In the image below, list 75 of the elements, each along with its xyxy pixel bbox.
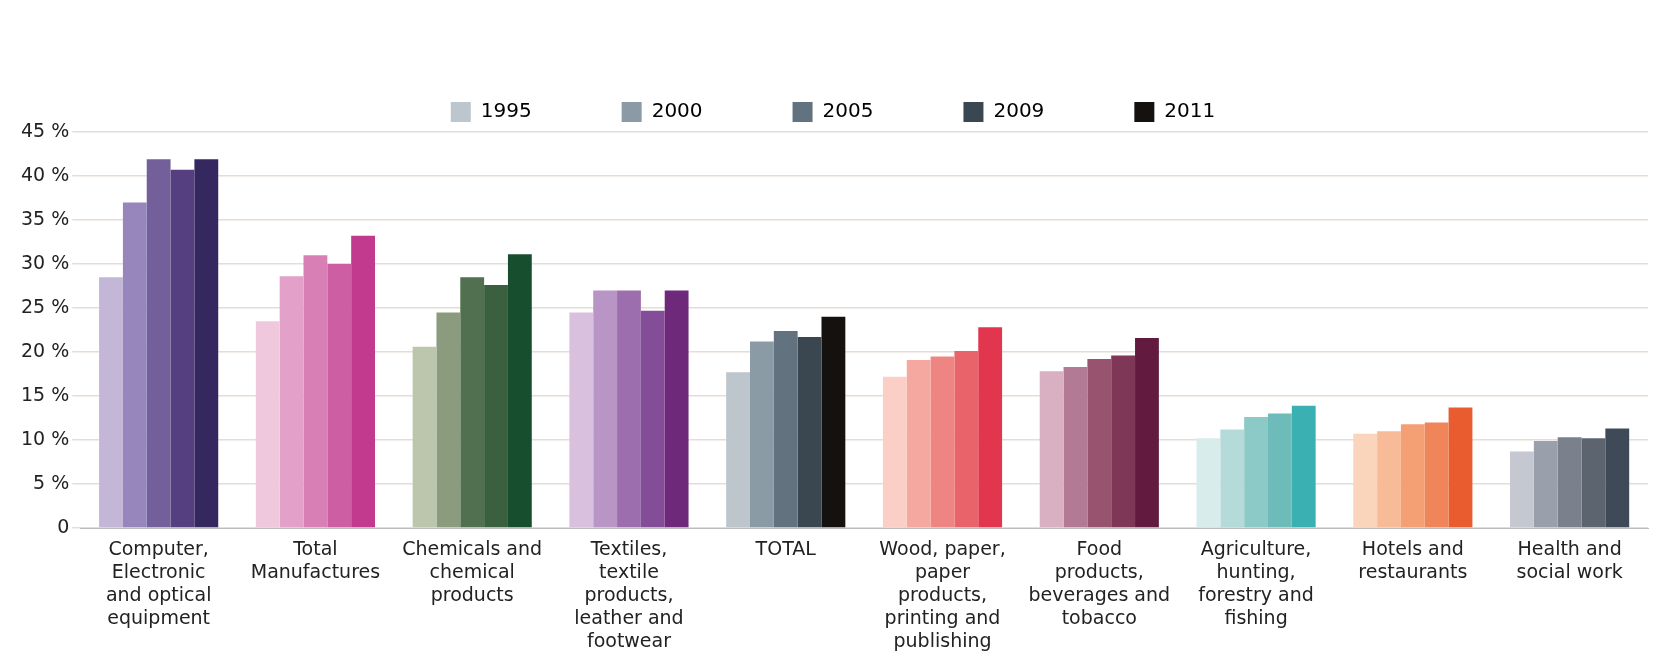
y-tick-label: 15 % (20, 382, 70, 405)
bar (436, 312, 461, 528)
x-tick-label: Food products, beverages and tobacco (1028, 537, 1171, 628)
bar (507, 254, 532, 528)
bar (99, 277, 123, 528)
bar (664, 290, 689, 528)
x-tick-label: Health and social work (1516, 537, 1623, 583)
y-tick-label: 10 % (20, 426, 70, 449)
y-tick-label: 40 % (20, 162, 70, 185)
bar (821, 316, 846, 528)
y-tick-label: 5 % (33, 470, 70, 493)
bar (773, 330, 798, 528)
bar (255, 321, 280, 528)
bar (797, 337, 822, 528)
x-tick-label: Hotels and restaurants (1358, 537, 1468, 583)
bar (1377, 431, 1401, 528)
bar (617, 290, 641, 528)
bar (279, 276, 304, 528)
bar (1291, 405, 1316, 528)
bar (1605, 428, 1630, 528)
legend-label: 2009 (993, 98, 1045, 123)
bar (1400, 424, 1425, 528)
bar (906, 359, 931, 528)
y-tick-label: 45 % (20, 118, 70, 141)
bar (1039, 371, 1064, 528)
bar (412, 346, 437, 528)
bar (930, 356, 955, 528)
y-tick-label: 35 % (20, 206, 70, 229)
y-tick-label: 20 % (20, 338, 70, 361)
bar (1533, 440, 1558, 528)
bar (1135, 337, 1159, 528)
bar (194, 159, 219, 528)
bar (726, 372, 750, 528)
bar (978, 327, 1003, 528)
x-tick-label: Textiles, textile products, leather and footwear (574, 537, 684, 651)
bar (569, 312, 594, 528)
bar (1111, 355, 1136, 528)
bar (1581, 438, 1606, 528)
bar (954, 351, 979, 528)
bar (1353, 433, 1378, 528)
x-tick-label: Wood, paper, paper products, printing and publishing (879, 537, 1006, 651)
bar (351, 235, 375, 528)
bar (122, 202, 147, 528)
y-tick-label: 0 (57, 514, 70, 537)
x-tick-label: Chemicals and chemical products (402, 537, 543, 605)
bar (484, 285, 508, 528)
x-tick-label: Computer, Electronic and optical equipment (105, 537, 212, 628)
bar (1196, 438, 1221, 528)
y-tick-label: 30 % (20, 250, 70, 273)
y-tick-label: 25 % (20, 294, 70, 317)
bar (1557, 437, 1582, 528)
bar (1087, 359, 1112, 528)
bar (327, 264, 352, 528)
legend-label: 2005 (822, 98, 874, 123)
bar (1267, 413, 1292, 528)
bar (750, 341, 774, 528)
bar (882, 376, 907, 528)
bar (1424, 422, 1449, 528)
bar (640, 310, 665, 528)
x-tick-label: Total Manufactures (250, 537, 381, 583)
bar (460, 277, 485, 528)
legend-label: 2011 (1164, 98, 1216, 123)
bar (146, 159, 171, 528)
bar (170, 169, 195, 528)
bar (593, 290, 618, 528)
legend-label: 1995 (480, 98, 532, 123)
bar (1448, 407, 1473, 528)
bar (1063, 366, 1088, 528)
bar (1510, 451, 1534, 528)
legend-label: 2000 (651, 98, 703, 123)
x-tick-label: Agriculture, hunting, forestry and fishing (1198, 537, 1314, 628)
bar (1220, 429, 1245, 528)
x-tick-label: TOTAL (754, 537, 817, 560)
bar (303, 255, 328, 528)
bar (1244, 417, 1268, 528)
